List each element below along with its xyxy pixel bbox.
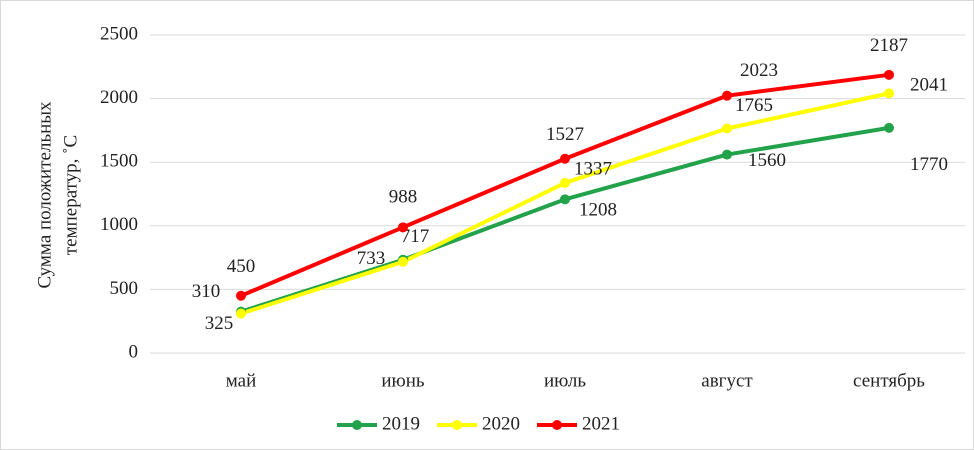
data-point (560, 194, 570, 205)
legend-swatch-dot (552, 420, 562, 430)
data-point (398, 222, 408, 233)
x-tick-label: июнь (381, 370, 425, 391)
y-axis-title: температур, ˚С (60, 135, 81, 255)
data-label: 988 (389, 187, 418, 208)
legend-label: 2019 (382, 413, 420, 434)
legend-label: 2021 (582, 413, 620, 434)
y-tick-label: 0 (129, 341, 139, 362)
y-axis-title: Сумма положительных (34, 101, 55, 289)
y-tick-label: 2000 (100, 87, 138, 108)
x-tick-label: сентябрь (853, 370, 925, 391)
data-label: 2023 (740, 60, 778, 81)
x-tick-label: май (226, 370, 257, 391)
y-tick-label: 2500 (100, 23, 138, 44)
data-point (560, 153, 570, 164)
data-label: 717 (401, 226, 430, 247)
data-label: 1765 (735, 95, 773, 116)
data-point (560, 177, 570, 188)
data-label: 310 (192, 281, 221, 302)
data-label: 733 (357, 248, 386, 269)
y-tick-label: 1000 (100, 214, 138, 235)
data-point (722, 90, 732, 101)
data-point (884, 122, 894, 133)
data-point (884, 69, 894, 80)
x-tick-label: август (701, 370, 753, 391)
data-label: 1560 (748, 150, 786, 171)
data-point (236, 290, 246, 301)
y-tick-label: 1500 (100, 151, 138, 172)
x-tick-label: июль (544, 370, 586, 391)
data-point (236, 308, 246, 319)
data-point (722, 149, 732, 160)
data-label: 1527 (546, 124, 584, 145)
data-label: 1770 (910, 154, 948, 175)
data-label: 325 (205, 313, 234, 334)
data-label: 2041 (910, 75, 948, 96)
data-label: 2187 (870, 35, 908, 56)
data-point (722, 123, 732, 134)
data-label: 1337 (574, 158, 612, 179)
legend-swatch-dot (452, 420, 462, 430)
legend-swatch-dot (352, 420, 362, 430)
y-tick-label: 500 (110, 278, 139, 299)
data-point (398, 256, 408, 267)
legend-label: 2020 (482, 413, 520, 434)
data-point (884, 88, 894, 99)
data-label: 450 (227, 256, 256, 277)
data-label: 1208 (579, 200, 617, 221)
